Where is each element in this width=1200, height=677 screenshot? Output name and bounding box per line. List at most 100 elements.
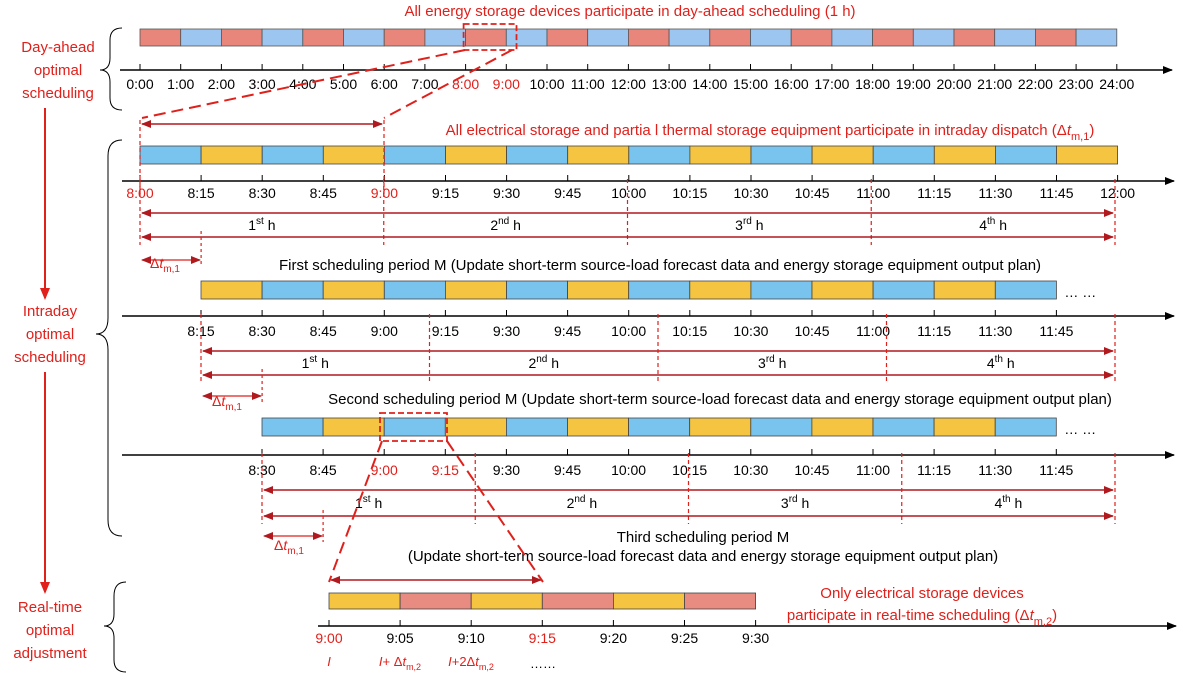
zoom-line-rt-right bbox=[446, 440, 544, 583]
hour-label: 1st h bbox=[248, 216, 275, 233]
intraday-tick-label: 11:00 bbox=[856, 462, 890, 478]
intraday-tick-label: 11:15 bbox=[917, 462, 951, 478]
intraday-slot-block bbox=[750, 145, 813, 165]
intraday-slot-block bbox=[994, 280, 1057, 300]
day-ahead-tick-label: 8:00 bbox=[452, 76, 479, 92]
step-i: I bbox=[448, 654, 452, 669]
day-ahead-tick-label: 24:00 bbox=[1099, 76, 1134, 92]
day-ahead-hour-block bbox=[220, 28, 263, 47]
day-ahead-tick-label: 17:00 bbox=[814, 76, 849, 92]
realtime-title-main: participate in real-time scheduling (Δ bbox=[787, 607, 1030, 624]
day-ahead-hour-block bbox=[546, 28, 589, 47]
zoom-line-day-right bbox=[383, 49, 513, 119]
day-ahead-tick-label: 10:00 bbox=[529, 76, 564, 92]
delta-t: t bbox=[159, 255, 164, 271]
day-ahead-hour-block bbox=[424, 28, 466, 47]
hour-label-suffix: st bbox=[256, 216, 264, 227]
day-ahead-hour-block bbox=[1075, 28, 1118, 47]
brace-day-ahead bbox=[99, 27, 123, 111]
day-ahead-tick-label: 11:00 bbox=[571, 76, 605, 92]
intraday-slot-block bbox=[933, 280, 996, 300]
day-ahead-tick-label: 19:00 bbox=[896, 76, 931, 92]
intraday-tick-label: 8:15 bbox=[187, 185, 214, 201]
hour-label: 3rd h bbox=[781, 494, 809, 511]
day-ahead-tick-label: 1:00 bbox=[167, 76, 194, 92]
intraday-tick-label: 10:15 bbox=[672, 185, 707, 201]
step-t: t bbox=[475, 654, 480, 669]
realtime-slot-block bbox=[328, 592, 401, 610]
intraday-tick-label: 11:45 bbox=[1039, 323, 1073, 339]
hour-label-h: h bbox=[264, 217, 276, 233]
intraday-tick-label: 10:15 bbox=[672, 462, 707, 478]
intraday-slot-block bbox=[689, 280, 752, 300]
intraday-slot-block bbox=[811, 145, 874, 165]
intraday-tick-label: 9:45 bbox=[554, 462, 581, 478]
intraday-title-close: ) bbox=[1089, 122, 1094, 139]
day-ahead-hour-block bbox=[912, 28, 955, 47]
intraday-slot-block bbox=[506, 280, 568, 300]
realtime-title-sub: m,2 bbox=[1034, 616, 1052, 628]
intraday-tick-label: 8:30 bbox=[249, 185, 276, 201]
intraday-title-main: All electrical storage and partia l ther… bbox=[446, 122, 1067, 139]
intraday-highlight-box bbox=[379, 412, 448, 442]
day-ahead-hour-block bbox=[302, 28, 344, 47]
day-ahead-hour-block bbox=[790, 28, 833, 47]
realtime-title-t: t bbox=[1030, 607, 1035, 624]
realtime-step-label: I+2Δtm,2 bbox=[448, 654, 494, 672]
intraday-slot-block bbox=[261, 280, 324, 300]
period-caption-line-2: (Update short-term source-load forecast … bbox=[408, 548, 998, 565]
realtime-dots: …… bbox=[530, 656, 556, 671]
hour-label-suffix: nd bbox=[536, 354, 547, 365]
intraday-tick-label: 9:15 bbox=[432, 462, 459, 478]
realtime-slot-block bbox=[613, 592, 685, 610]
intraday-tick-label: 11:00 bbox=[856, 323, 890, 339]
realtime-slot-block bbox=[684, 592, 756, 610]
day-ahead-tick-label: 22:00 bbox=[1018, 76, 1053, 92]
delta-symbol: Δ bbox=[274, 537, 283, 553]
hour-label-number: 3 bbox=[758, 355, 766, 371]
realtime-tick-label: 9:15 bbox=[529, 630, 556, 646]
intraday-slot-block bbox=[505, 417, 568, 437]
period-caption: Second scheduling period M (Update short… bbox=[328, 391, 1112, 408]
hour-label-suffix: rd bbox=[789, 494, 798, 505]
stage-intraday-line-2: optimal bbox=[26, 326, 74, 343]
realtime-step-label: I+ Δtm,2 bbox=[379, 654, 421, 672]
hour-label-number: 1 bbox=[248, 217, 256, 233]
intraday-tick-label: 8:30 bbox=[248, 323, 275, 339]
delta-sub: m,1 bbox=[163, 264, 180, 275]
hour-label-number: 3 bbox=[781, 495, 789, 511]
intraday-tick-label: 11:15 bbox=[917, 323, 951, 339]
intraday-tick-label: 8:45 bbox=[310, 185, 337, 201]
day-ahead-hour-block bbox=[505, 28, 548, 47]
hour-label: 2nd h bbox=[567, 494, 598, 511]
intraday-section: All electrical storage and partia l ther… bbox=[122, 120, 1175, 565]
hour-label: 3rd h bbox=[758, 354, 786, 371]
intraday-slot-block bbox=[444, 280, 507, 300]
delta-symbol: Δ bbox=[150, 255, 159, 271]
stage-intraday-line-1: Intraday bbox=[23, 303, 78, 320]
realtime-slot-block bbox=[470, 592, 543, 610]
intraday-tick-label: 10:30 bbox=[733, 323, 768, 339]
realtime-title-line-1: Only electrical storage devices bbox=[820, 585, 1023, 602]
intraday-slot-block bbox=[445, 145, 507, 165]
intraday-slot-block bbox=[628, 280, 691, 300]
realtime-tick-label: 9:30 bbox=[742, 630, 769, 646]
intraday-tick-label: 9:30 bbox=[493, 185, 520, 201]
intraday-slot-block bbox=[872, 280, 935, 300]
hour-label-h: h bbox=[547, 355, 559, 371]
delta-t: t bbox=[221, 393, 226, 409]
hour-label-suffix: rd bbox=[766, 354, 775, 365]
step-i: I bbox=[379, 654, 383, 669]
day-ahead-hour-block bbox=[180, 28, 222, 47]
intraday-tick-label: 11:45 bbox=[1039, 462, 1073, 478]
intraday-tick-label: 10:00 bbox=[611, 185, 646, 201]
intraday-tick-label: 11:45 bbox=[1040, 185, 1074, 201]
hour-label: 4th h bbox=[979, 216, 1007, 233]
day-ahead-section: 0:001:002:003:004:005:006:007:008:009:00… bbox=[120, 3, 1173, 92]
intraday-tick-label: 9:30 bbox=[493, 323, 520, 339]
hour-label-h: h bbox=[798, 495, 810, 511]
day-ahead-hour-block bbox=[587, 28, 629, 47]
brace-intraday bbox=[95, 139, 123, 537]
step-sub: m,2 bbox=[406, 662, 421, 672]
